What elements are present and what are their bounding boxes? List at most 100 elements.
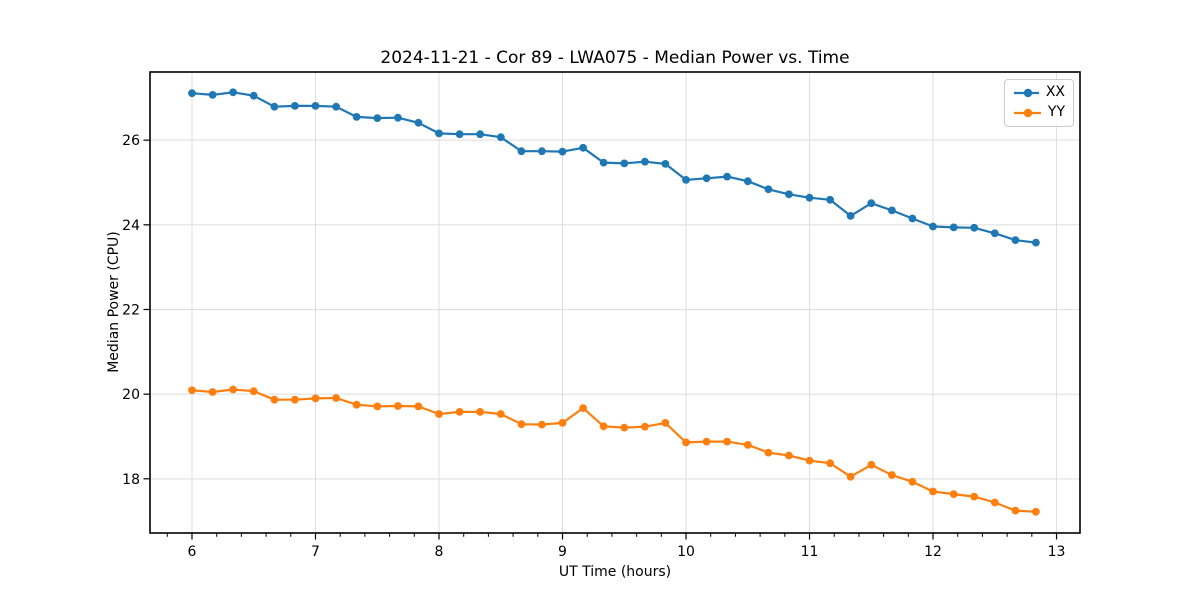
data-point-yy — [291, 395, 299, 404]
data-point-yy — [826, 459, 834, 468]
legend-item-xx: XX — [1013, 84, 1065, 101]
x-tick-label: 7 — [311, 544, 320, 560]
data-point-xx — [517, 147, 526, 156]
data-point-yy — [764, 448, 773, 457]
data-point-xx — [970, 223, 979, 232]
x-tick-label: 13 — [1048, 544, 1066, 560]
data-point-xx — [949, 223, 958, 232]
legend-line-marker-icon — [1014, 108, 1041, 117]
x-tick-label: 10 — [677, 544, 695, 560]
legend-label-xx: XX — [1045, 84, 1065, 100]
legend-item-yy: YY — [1013, 104, 1065, 121]
data-point-xx — [888, 206, 896, 215]
data-point-xx — [846, 212, 855, 220]
data-point-xx — [682, 176, 690, 184]
data-point-yy — [785, 451, 793, 460]
data-point-xx — [1032, 238, 1040, 247]
data-point-yy — [517, 420, 526, 429]
data-point-xx — [990, 229, 999, 238]
x-tick-label: 6 — [188, 544, 197, 560]
data-point-yy — [249, 387, 258, 396]
data-point-yy — [311, 394, 320, 403]
data-point-yy — [414, 402, 423, 411]
data-point-xx — [476, 130, 484, 139]
data-point-xx — [208, 91, 217, 99]
data-point-yy — [743, 441, 752, 449]
series-line-yy — [191, 388, 1036, 513]
data-point-yy — [435, 410, 443, 418]
data-point-xx — [229, 88, 238, 97]
y-tick-label: 18 — [122, 472, 140, 488]
data-point-yy — [332, 394, 340, 402]
data-point-xx — [661, 160, 670, 168]
data-point-yy — [1011, 506, 1020, 515]
data-point-yy — [394, 402, 402, 410]
y-tick-label: 20 — [122, 387, 140, 403]
legend: XX YY — [1004, 79, 1074, 127]
data-point-yy — [641, 422, 649, 431]
data-point-yy — [373, 402, 382, 411]
data-point-xx — [291, 102, 299, 110]
legend-line-marker-icon — [1014, 88, 1039, 97]
data-point-yy — [538, 420, 546, 429]
data-point-xx — [558, 147, 567, 156]
data-point-xx — [332, 102, 340, 111]
data-point-xx — [620, 159, 629, 168]
legend-label-yy: YY — [1047, 104, 1065, 120]
data-point-xx — [435, 129, 443, 138]
data-point-yy — [599, 422, 608, 431]
data-point-xx — [373, 114, 382, 122]
data-point-xx — [641, 157, 649, 166]
data-point-yy — [620, 423, 629, 432]
y-tick-label: 24 — [122, 218, 140, 234]
x-tick-label: 11 — [801, 544, 819, 560]
data-point-xx — [270, 102, 279, 111]
data-point-xx — [1011, 236, 1020, 245]
data-point-yy — [270, 395, 279, 404]
data-point-yy — [908, 477, 917, 486]
data-point-xx — [414, 118, 423, 127]
data-point-yy — [888, 471, 896, 479]
x-tick-label: 9 — [558, 544, 567, 560]
data-point-xx — [723, 172, 731, 181]
y-tick-label: 22 — [122, 302, 140, 318]
data-point-xx — [599, 158, 608, 167]
data-point-xx — [908, 214, 917, 223]
chart-title: 2024-11-21 - Cor 89 - LWA075 - Median Po… — [380, 48, 850, 68]
data-point-xx — [702, 174, 711, 183]
data-point-yy — [208, 388, 217, 396]
data-point-xx — [743, 177, 752, 186]
x-tick-label: 12 — [924, 544, 942, 560]
data-point-xx — [188, 89, 196, 98]
data-point-xx — [455, 130, 464, 139]
data-point-xx — [352, 113, 361, 121]
data-point-xx — [867, 199, 876, 208]
data-point-yy — [990, 498, 999, 507]
data-point-xx — [538, 147, 546, 156]
data-point-xx — [785, 190, 793, 199]
data-point-yy — [867, 460, 876, 469]
data-point-xx — [249, 91, 258, 100]
data-point-yy — [661, 419, 670, 427]
data-point-yy — [455, 408, 464, 416]
data-point-yy — [970, 492, 979, 501]
data-point-yy — [805, 456, 814, 465]
data-point-yy — [579, 404, 587, 412]
data-point-yy — [558, 419, 567, 427]
data-point-xx — [496, 133, 505, 142]
data-point-yy — [846, 472, 855, 481]
data-point-yy — [723, 437, 731, 446]
data-point-yy — [496, 410, 505, 418]
data-point-xx — [579, 143, 587, 152]
data-point-xx — [394, 113, 402, 122]
y-tick-label: 26 — [122, 133, 140, 149]
data-point-xx — [764, 185, 773, 194]
data-point-xx — [805, 193, 814, 202]
x-axis-label: UT Time (hours) — [558, 564, 672, 580]
data-point-xx — [929, 222, 937, 231]
y-axis-label: Median Power (CPU) — [106, 231, 122, 373]
data-point-yy — [229, 385, 238, 394]
data-point-yy — [929, 487, 937, 496]
data-point-yy — [476, 408, 484, 416]
